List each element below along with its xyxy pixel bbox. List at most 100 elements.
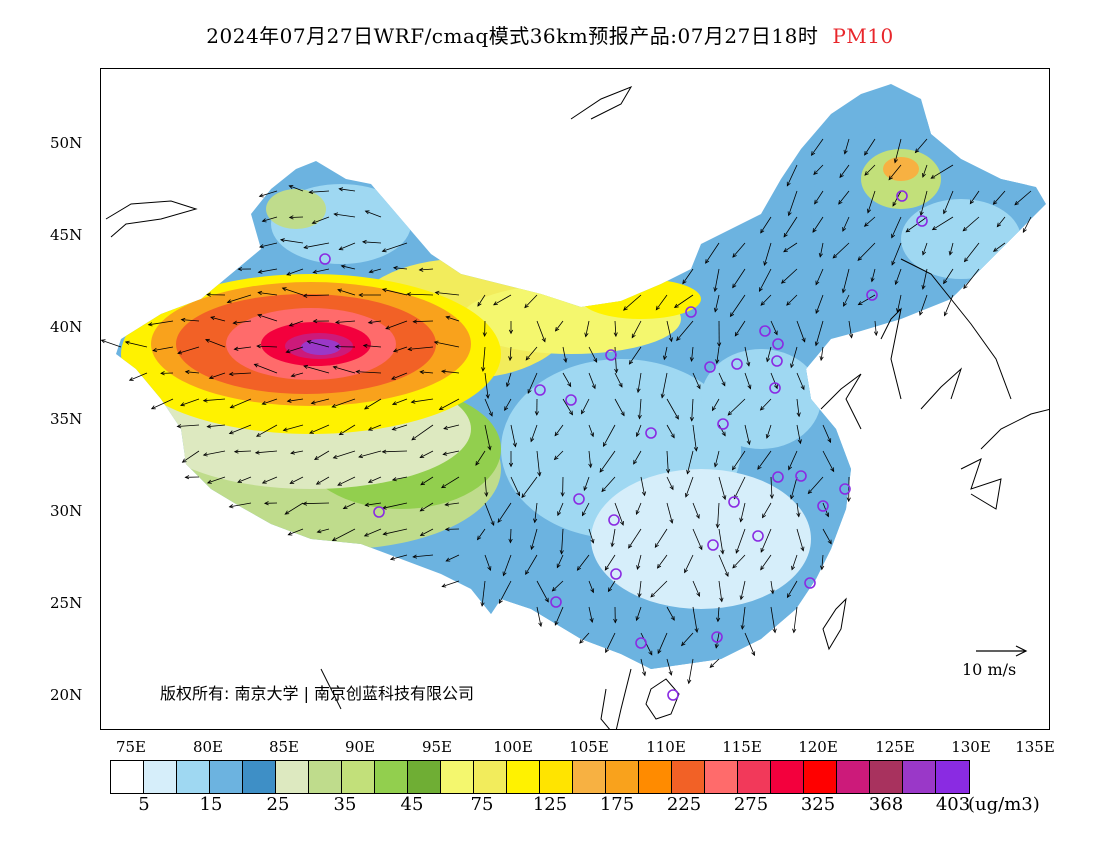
wind-arrow-head bbox=[797, 439, 802, 445]
wind-arrow bbox=[588, 450, 592, 468]
wind-arrow-head bbox=[888, 175, 893, 181]
legend-label: 325 bbox=[800, 794, 836, 815]
wind-arrow-head bbox=[665, 468, 671, 474]
wind-arrow-head bbox=[800, 385, 805, 391]
wind-arrow bbox=[864, 138, 876, 156]
wind-arrow-head bbox=[591, 384, 596, 390]
wind-arrow bbox=[813, 164, 824, 175]
wind-arrow-head bbox=[602, 442, 607, 448]
wind-arrow-head bbox=[682, 279, 687, 285]
wind-arrow-head bbox=[391, 401, 397, 406]
legend-swatch bbox=[936, 761, 969, 793]
wind-arrow-head bbox=[381, 449, 387, 454]
wind-arrow bbox=[631, 320, 642, 338]
wind-arrow bbox=[796, 424, 801, 444]
wind-arrow-head bbox=[732, 563, 737, 569]
wind-arrow bbox=[687, 450, 694, 474]
wind-arrow-head bbox=[963, 257, 969, 263]
city-station-marker bbox=[717, 418, 729, 430]
lon-tick-120e: 120E bbox=[798, 738, 838, 756]
wind-arrow bbox=[741, 606, 746, 630]
wind-arrow-head bbox=[410, 399, 416, 404]
wind-arrow bbox=[303, 502, 330, 505]
wind-arrow bbox=[481, 580, 486, 607]
wind-arrow-head bbox=[732, 465, 737, 471]
wind-arrow-head bbox=[713, 307, 719, 313]
city-markers bbox=[319, 190, 928, 701]
wind-arrow-head bbox=[411, 436, 416, 441]
wind-arrow-head bbox=[306, 340, 312, 345]
wind-arrow-head bbox=[554, 431, 559, 437]
wind-arrow-head bbox=[650, 593, 655, 598]
wind-arrow bbox=[905, 216, 928, 233]
wind-arrow-head bbox=[553, 455, 559, 461]
wind-arrow bbox=[284, 502, 304, 515]
wind-arrow-head bbox=[367, 479, 373, 483]
wind-arrow-head bbox=[441, 583, 447, 588]
wind-arrow-head bbox=[724, 572, 729, 577]
wind-arrow bbox=[434, 341, 460, 348]
wind-arrow-head bbox=[747, 384, 752, 390]
wind-arrow bbox=[339, 424, 356, 436]
wind-arrow-head bbox=[613, 618, 618, 624]
wind-arrow-head bbox=[734, 331, 739, 337]
lon-tick-90e: 90E bbox=[344, 738, 376, 756]
wind-arrow-head bbox=[800, 546, 805, 552]
wind-arrow bbox=[691, 346, 694, 362]
wind-arrow-head bbox=[689, 357, 694, 363]
wind-arrow-head bbox=[796, 412, 801, 418]
wind-arrow-head bbox=[719, 597, 724, 603]
wind-arrow bbox=[637, 372, 642, 393]
wind-arrow-head bbox=[508, 538, 513, 544]
wind-arrow bbox=[676, 320, 694, 341]
wind-arrow-head bbox=[604, 565, 609, 571]
legend-swatch bbox=[672, 761, 705, 793]
wind-arrow bbox=[530, 424, 538, 442]
wind-arrow-head bbox=[637, 414, 642, 420]
legend-label: 225 bbox=[666, 794, 702, 815]
wind-arrow bbox=[365, 210, 382, 218]
legend-swatch bbox=[111, 761, 144, 793]
wind-arrow bbox=[650, 580, 668, 598]
wind-arrow-head bbox=[440, 369, 446, 374]
wind-arrow-head bbox=[727, 411, 733, 416]
wind-arrow bbox=[287, 398, 304, 402]
wind-arrow-head bbox=[770, 589, 775, 595]
wind-arrow bbox=[781, 268, 798, 284]
wind-arrow-head bbox=[873, 331, 879, 337]
wind-arrow bbox=[732, 268, 746, 288]
lon-tick-95e: 95E bbox=[421, 738, 453, 756]
wind-arrow bbox=[839, 164, 850, 178]
wind-arrow bbox=[368, 320, 382, 324]
wind-arrow-head bbox=[477, 301, 482, 307]
wind-arrow bbox=[808, 476, 824, 494]
wind-arrow bbox=[766, 346, 772, 362]
wind-arrow-head bbox=[485, 394, 490, 400]
wind-arrow-head bbox=[766, 357, 771, 363]
wind-arrow bbox=[666, 658, 672, 676]
wind-arrow-head bbox=[530, 545, 535, 551]
wind-arrow bbox=[692, 606, 698, 633]
legend-swatch bbox=[408, 761, 441, 793]
city-station-marker bbox=[704, 361, 716, 373]
wind-arrow bbox=[638, 580, 642, 598]
wind-arrow-head bbox=[342, 505, 348, 510]
wind-arrow-head bbox=[308, 189, 314, 195]
city-station-marker bbox=[839, 483, 851, 495]
wind-arrow-head bbox=[857, 301, 863, 306]
wind-arrow-head bbox=[894, 280, 899, 286]
wind-arrow-head bbox=[261, 218, 267, 223]
wind-arrow-head bbox=[867, 208, 871, 214]
wind-arrow bbox=[554, 450, 564, 460]
wind-arrow-head bbox=[391, 426, 397, 431]
wind-arrow-head bbox=[289, 480, 295, 484]
wind-arrow-head bbox=[618, 382, 623, 388]
wind-arrow bbox=[255, 450, 278, 454]
wind-arrow bbox=[740, 502, 746, 522]
wind-arrow-head bbox=[921, 285, 926, 290]
wind-arrow-head bbox=[282, 427, 288, 432]
wind-arrow bbox=[556, 554, 564, 568]
wind-arrow-head bbox=[338, 431, 344, 436]
wind-arrow bbox=[259, 242, 278, 248]
wind-arrow bbox=[407, 293, 434, 296]
